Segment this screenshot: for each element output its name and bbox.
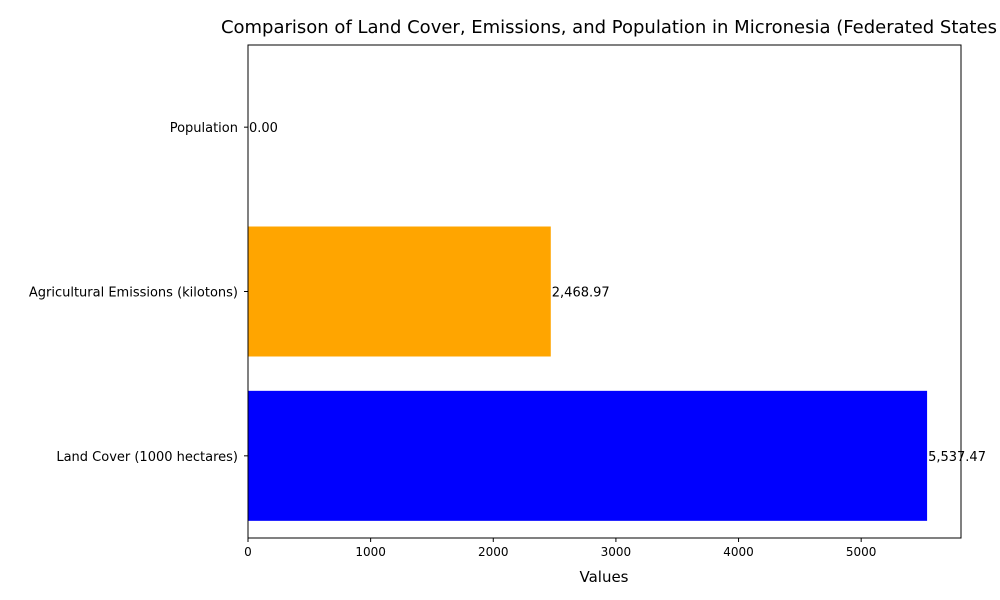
data-label-2: 0.00 [249,121,278,136]
bar-1 [248,226,551,357]
x-axis-label: Values [579,568,628,586]
x-tick-label-4: 4000 [723,545,754,559]
plot-frame [247,44,962,539]
chart-title: Comparison of Land Cover, Emissions, and… [221,17,1000,38]
y-tick-label-2: Population [170,121,238,136]
ticks-layer: Land Cover (1000 hectares) Agricultural E… [29,121,877,559]
x-tick-label-5: 5000 [846,545,877,559]
y-tick-label-0: Land Cover (1000 hectares) [56,450,238,465]
data-label-1: 2,468.97 [552,286,610,301]
x-tick-label-1: 1000 [355,545,386,559]
y-tick-label-1: Agricultural Emissions (kilotons) [29,286,238,301]
x-tick-label-0: 0 [244,545,252,559]
data-label-0: 5,537.47 [928,450,986,465]
bar-0 [248,390,928,521]
bars-layer: 5,537.47 2,468.97 0.00 [248,121,986,521]
x-tick-label-2: 2000 [478,545,509,559]
x-tick-label-3: 3000 [601,545,632,559]
